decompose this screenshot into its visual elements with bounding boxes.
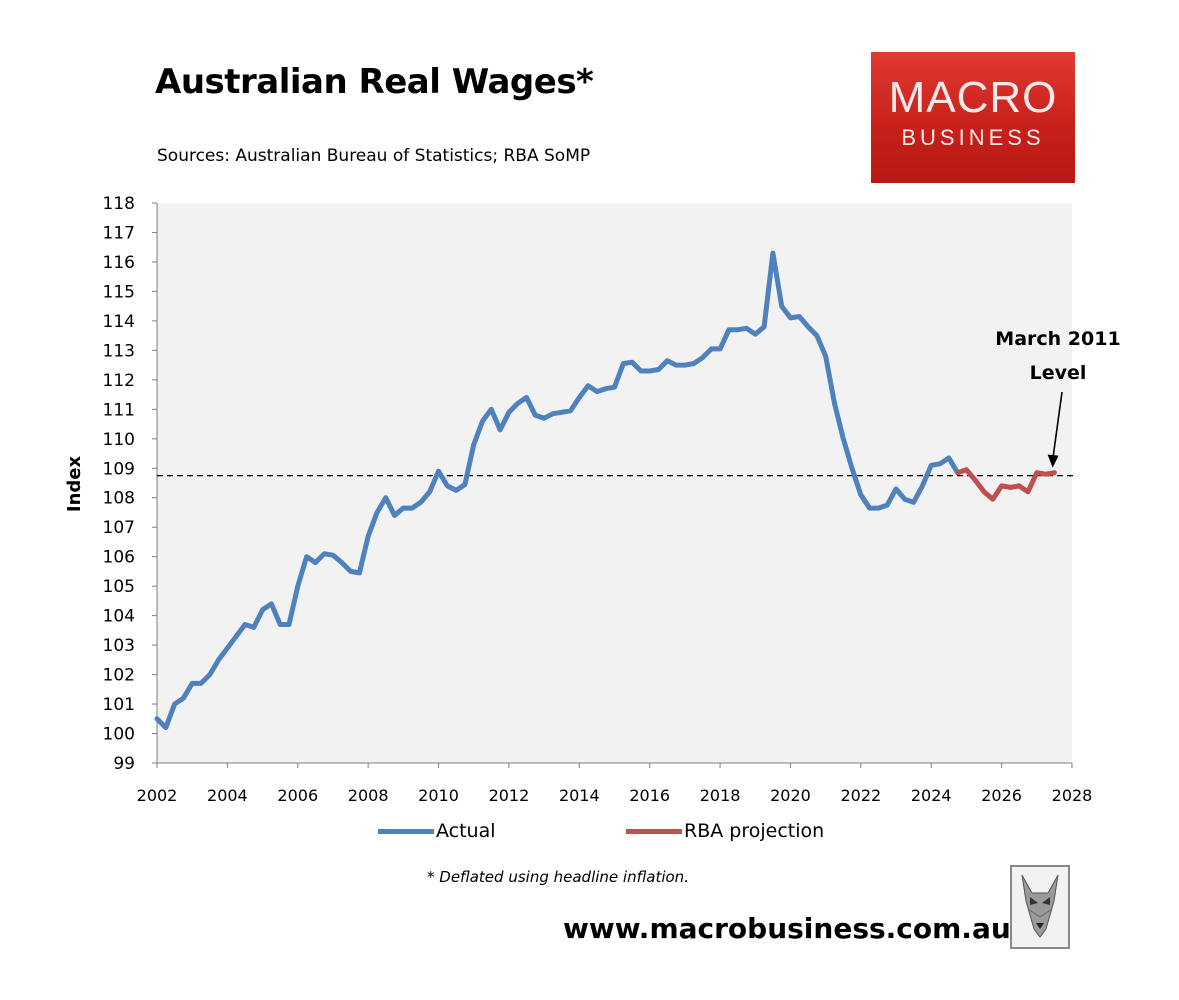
y-tick-labels: 99 100 101 102 103 104 105 106 107 108 109 110 111 11… [103,194,157,774]
y-tick-label: 104 [103,607,135,627]
y-tick-label: 105 [103,577,135,597]
x-tick-label: 2012 [489,786,530,805]
x-tick-label: 2004 [207,786,248,805]
chart-title: Australian Real Wages* [155,62,594,102]
chart-subtitle: Sources: Australian Bureau of Statistics… [157,146,591,166]
x-tick-label: 2014 [559,786,600,805]
annotation-arrowhead [1047,454,1059,468]
y-tick-label: 115 [103,282,135,302]
y-tick-label: 108 [103,489,135,509]
series-rba-projection-line [955,467,1057,502]
x-tick-label: 2010 [418,786,459,805]
x-tick-label: 2020 [770,786,811,805]
logo-line-1: MACRO [888,73,1058,122]
y-tick-label: 117 [103,223,135,243]
website-url: www.macrobusiness.com.au [563,912,1011,945]
y-axis-label: Index [64,456,85,513]
wolf-logo-icon [1010,865,1070,949]
x-tick-label: 2028 [1052,786,1093,805]
legend-projection: RBA projection [626,820,824,842]
y-tick-label: 112 [103,371,135,391]
annotation-arrow [1052,391,1063,457]
macrobusiness-logo: MACRO BUSINESS [871,52,1075,183]
y-tick-label: 103 [103,636,135,656]
y-tick-label: 118 [103,194,135,214]
x-tick-labels: 2002 2004 2006 2008 2010 2012 2014 2016 2018 2020… [137,763,1093,805]
y-tick-label: 113 [103,341,135,361]
plot-area [157,203,1072,763]
x-tick-label: 2016 [629,786,670,805]
x-tick-label: 2008 [348,786,389,805]
legend-label-actual: Actual [436,820,496,842]
series-actual-line [154,250,961,731]
x-tick-label: 2018 [700,786,741,805]
legend-swatch-actual [378,829,434,834]
y-tick-label: 107 [103,518,135,538]
legend-label-projection: RBA projection [684,820,825,842]
axes [156,203,1072,764]
y-tick-label: 100 [103,725,135,745]
y-tick-label: 99 [113,754,135,774]
y-tick-label: 106 [103,548,135,568]
y-tick-label: 114 [103,312,135,332]
x-tick-label: 2024 [911,786,952,805]
x-tick-label: 2022 [840,786,881,805]
x-tick-label: 2002 [137,786,178,805]
annotation: March 2011 Level [995,328,1121,468]
legend-swatch-projection [626,829,682,834]
x-tick-label: 2006 [277,786,318,805]
y-tick-label: 116 [103,253,135,273]
y-tick-label: 109 [103,459,135,479]
y-tick-label: 101 [103,695,135,715]
annotation-line-1: March 2011 [995,328,1120,350]
footnote: * Deflated using headline inflation. [427,868,689,886]
x-tick-label: 2026 [981,786,1022,805]
series-lines [154,250,1057,731]
legend-actual: Actual [378,820,496,842]
annotation-line-2: Level [1030,362,1087,384]
logo-line-2: BUSINESS [901,125,1045,150]
y-tick-label: 102 [103,666,135,686]
y-tick-label: 110 [103,430,135,450]
y-tick-label: 111 [103,400,135,420]
